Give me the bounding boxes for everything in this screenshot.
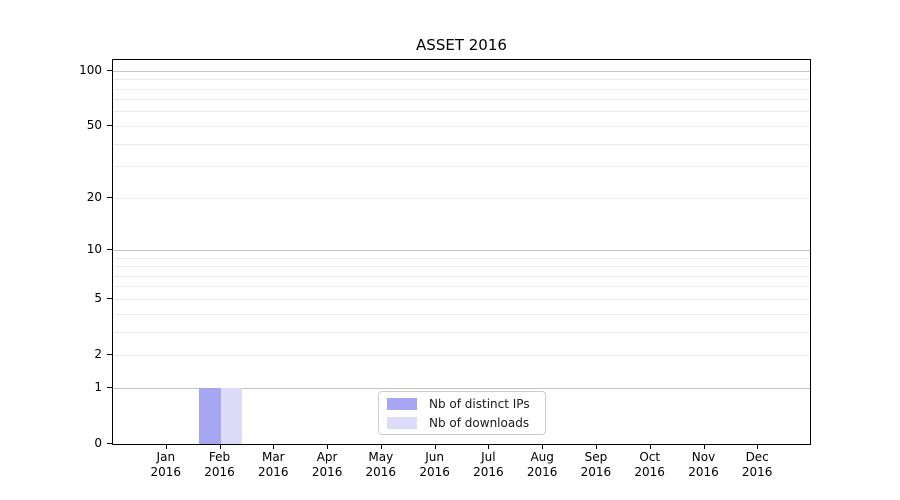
y-tick-label: 1	[94, 380, 102, 394]
minor-gridline	[113, 331, 810, 333]
x-tick-year: 2016	[526, 465, 558, 479]
x-tick-year: 2016	[688, 465, 719, 479]
x-tick-mark	[595, 445, 597, 449]
minor-gridline	[113, 99, 810, 101]
minor-gridline	[113, 79, 810, 81]
minor-gridline	[113, 313, 810, 315]
x-tick-mark	[380, 445, 382, 449]
x-tick-label: Sep 2016	[566, 450, 626, 480]
y-tick-label: 5	[94, 291, 102, 306]
minor-gridline	[113, 354, 810, 356]
minor-gridline	[113, 111, 810, 113]
minor-gridline	[113, 286, 810, 288]
legend: Nb of distinct IPs Nb of downloads	[378, 391, 546, 435]
x-tick-mark	[703, 445, 705, 449]
y-tick-label: 20	[86, 190, 102, 205]
x-tick-month: Sep	[584, 450, 608, 464]
legend-item: Nb of downloads	[379, 414, 545, 432]
legend-swatch	[387, 397, 417, 410]
y-tick-mark	[107, 70, 112, 72]
x-tick-label: Jun 2016	[405, 450, 465, 480]
y-tick-mark	[107, 443, 112, 444]
x-tick-month: Apr	[316, 450, 338, 464]
x-tick-month: Jan	[156, 450, 176, 464]
y-tick-mark	[107, 354, 112, 356]
x-tick-label: Nov 2016	[674, 450, 734, 480]
x-tick-label: Apr 2016	[297, 450, 357, 480]
x-tick-month: May	[368, 450, 394, 464]
y-tick-mark	[107, 197, 112, 199]
x-tick-label: Dec 2016	[727, 450, 787, 480]
x-tick-month: Feb	[208, 450, 231, 464]
x-tick-mark	[542, 445, 544, 449]
x-tick-month: Jun	[425, 450, 444, 464]
y-tick-label: 0	[94, 436, 102, 450]
chart-title: ASSET 2016	[416, 36, 507, 54]
x-tick-mark	[488, 445, 490, 449]
x-tick-year: 2016	[580, 465, 612, 479]
major-gridline	[113, 387, 810, 389]
y-tick-label: 100	[79, 63, 102, 78]
plot-area: Nb of distinct IPs Nb of downloads	[112, 59, 811, 445]
x-tick-year: 2016	[741, 465, 773, 479]
x-tick-mark	[649, 445, 651, 449]
bar-distinct-ips	[199, 388, 221, 444]
x-tick-year: 2016	[634, 465, 665, 479]
x-tick-year: 2016	[473, 465, 504, 479]
x-tick-month: Dec	[745, 450, 769, 464]
minor-gridline	[113, 298, 810, 300]
x-tick-month: Jul	[481, 450, 496, 464]
x-tick-month: Aug	[530, 450, 554, 464]
minor-gridline	[113, 143, 810, 145]
minor-gridline	[113, 266, 810, 267]
legend-item: Nb of distinct IPs	[379, 395, 545, 413]
x-tick-label: Mar 2016	[243, 450, 303, 480]
y-tick-mark	[107, 125, 112, 127]
x-tick-mark	[273, 445, 275, 449]
x-tick-mark	[434, 445, 436, 449]
y-tick-label: 50	[86, 118, 102, 133]
minor-gridline	[113, 275, 810, 277]
y-tick-label: 2	[94, 347, 102, 362]
minor-gridline	[113, 197, 810, 199]
y-tick-mark	[107, 387, 112, 388]
legend-label: Nb of distinct IPs	[429, 396, 530, 411]
x-tick-month: Oct	[639, 450, 661, 464]
x-tick-month: Nov	[691, 450, 716, 464]
major-gridline	[113, 70, 810, 72]
x-tick-year: 2016	[311, 465, 343, 479]
x-tick-label: Jan 2016	[136, 450, 196, 480]
x-tick-year: 2016	[365, 465, 397, 479]
bar-downloads	[220, 388, 242, 444]
x-tick-year: 2016	[258, 465, 289, 479]
y-tick-mark	[107, 249, 112, 251]
legend-swatch	[387, 416, 417, 429]
minor-gridline	[113, 257, 810, 259]
x-tick-label: Jul 2016	[458, 450, 518, 480]
x-tick-label: May 2016	[351, 450, 411, 480]
x-tick-label: Feb 2016	[190, 450, 250, 480]
x-tick-label: Oct 2016	[620, 450, 680, 480]
minor-gridline	[113, 125, 810, 127]
legend-label: Nb of downloads	[429, 415, 530, 430]
x-tick-year: 2016	[419, 465, 450, 479]
y-tick-mark	[107, 298, 112, 300]
minor-gridline	[113, 88, 810, 90]
x-tick-mark	[219, 445, 221, 449]
x-tick-label: Aug 2016	[512, 450, 572, 480]
x-tick-month: Mar	[261, 450, 285, 464]
x-tick-mark	[757, 445, 759, 449]
major-gridline	[113, 249, 810, 251]
x-tick-year: 2016	[204, 465, 235, 479]
x-tick-mark	[327, 445, 329, 449]
x-tick-year: 2016	[150, 465, 182, 479]
minor-gridline	[113, 166, 810, 168]
y-tick-label: 10	[86, 242, 102, 257]
x-tick-mark	[165, 445, 167, 449]
